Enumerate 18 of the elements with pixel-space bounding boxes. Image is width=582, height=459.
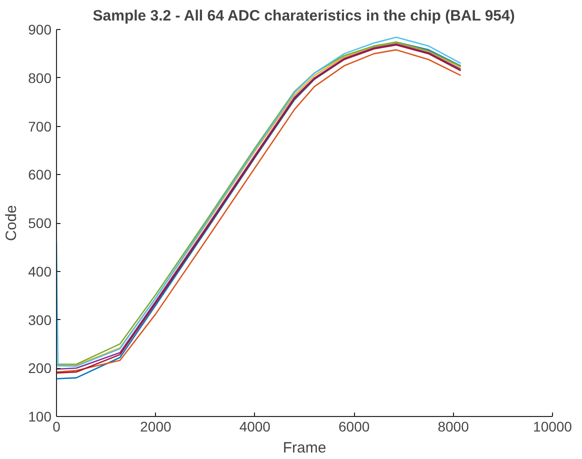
y-tick-label: 200 [28, 360, 52, 376]
x-tick-label: 6000 [338, 418, 370, 434]
x-tick-label: 2000 [140, 418, 172, 434]
y-tick-label: 500 [28, 215, 52, 231]
x-axis-title: Frame [282, 440, 326, 456]
y-tick-label: 900 [28, 22, 52, 38]
y-tick-label: 800 [28, 70, 52, 86]
x-tick-label: 10000 [533, 418, 572, 434]
y-tick-label: 700 [28, 118, 52, 134]
y-tick-label: 600 [28, 166, 52, 183]
x-tick-label: 4000 [239, 418, 271, 434]
chart-title: Sample 3.2 - All 64 ADC charateristics in the chip (BAL 954) [92, 8, 515, 24]
x-tick-label: 8000 [438, 418, 470, 434]
y-tick-label: 400 [28, 263, 52, 280]
y-tick-label: 100 [28, 408, 52, 424]
x-tick-label: 0 [52, 418, 61, 434]
y-tick-label: 300 [28, 312, 52, 328]
y-axis-title: Code [3, 205, 20, 241]
